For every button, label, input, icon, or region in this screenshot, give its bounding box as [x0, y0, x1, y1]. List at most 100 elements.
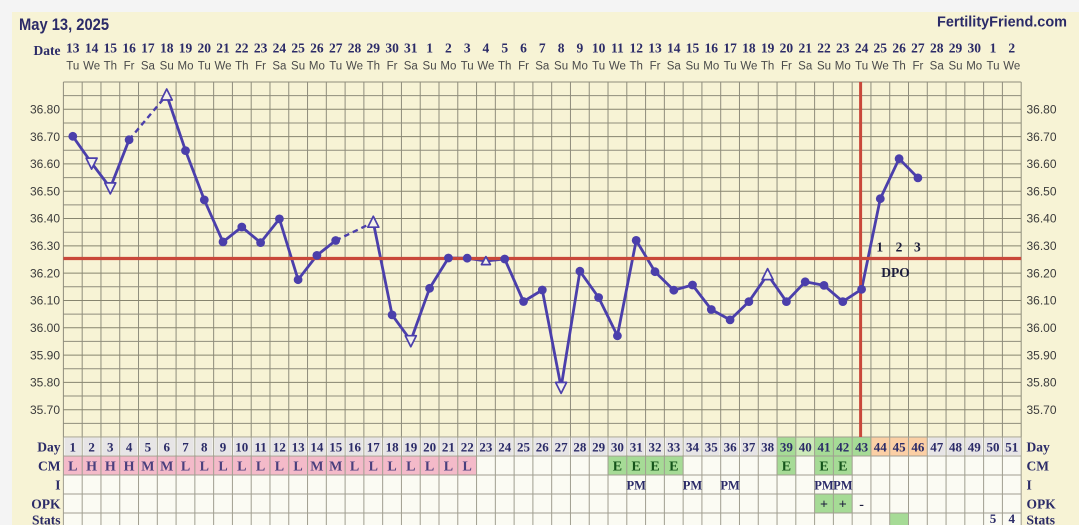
svg-text:Sa: Sa [798, 61, 813, 73]
svg-text:L: L [387, 460, 396, 475]
svg-text:Th: Th [629, 61, 642, 73]
svg-text:H: H [124, 460, 135, 475]
svg-text:We: We [214, 61, 231, 73]
svg-text:21: 21 [216, 41, 230, 56]
svg-text:18: 18 [160, 41, 174, 56]
svg-text:19: 19 [404, 440, 418, 455]
svg-text:L: L [293, 460, 302, 475]
svg-text:Sa: Sa [535, 61, 550, 73]
svg-text:PM: PM [720, 479, 740, 493]
svg-text:2: 2 [445, 41, 452, 56]
svg-text:Sa: Sa [141, 61, 156, 73]
svg-text:CM: CM [38, 459, 61, 474]
svg-text:E: E [838, 460, 847, 475]
svg-text:Su: Su [291, 61, 305, 73]
svg-text:31: 31 [404, 41, 418, 56]
svg-text:13: 13 [66, 41, 80, 56]
svg-text:Mo: Mo [835, 61, 851, 73]
svg-text:30: 30 [967, 41, 981, 56]
svg-text:16: 16 [122, 41, 136, 56]
svg-text:Stats: Stats [1027, 513, 1056, 526]
svg-text:36.80: 36.80 [1027, 103, 1057, 117]
svg-text:24: 24 [498, 440, 512, 455]
svg-text:Sa: Sa [404, 61, 419, 73]
svg-text:4: 4 [1009, 511, 1016, 525]
svg-text:36.80: 36.80 [30, 103, 60, 117]
svg-text:-: - [859, 498, 864, 513]
svg-text:40: 40 [799, 440, 812, 455]
svg-text:34: 34 [686, 440, 700, 455]
svg-text:Su: Su [948, 61, 962, 73]
svg-text:3: 3 [464, 41, 471, 56]
svg-text:36.60: 36.60 [1027, 157, 1057, 171]
svg-text:25: 25 [291, 41, 305, 56]
svg-text:11: 11 [254, 440, 266, 455]
svg-text:15: 15 [329, 440, 343, 455]
svg-text:We: We [740, 61, 757, 73]
svg-text:5: 5 [501, 41, 508, 56]
svg-text:L: L [256, 460, 265, 475]
svg-text:17: 17 [367, 440, 381, 455]
svg-text:Date: Date [34, 43, 61, 58]
svg-text:Mo: Mo [572, 61, 588, 73]
svg-text:2: 2 [1008, 41, 1015, 56]
svg-text:7: 7 [539, 41, 546, 56]
svg-text:Fr: Fr [255, 61, 266, 73]
svg-text:16: 16 [348, 440, 362, 455]
svg-text:5: 5 [990, 511, 997, 525]
svg-text:36.00: 36.00 [30, 321, 60, 335]
svg-text:17: 17 [141, 41, 155, 56]
svg-text:Mo: Mo [309, 61, 325, 73]
svg-text:45: 45 [893, 440, 907, 455]
svg-text:We: We [346, 61, 363, 73]
svg-text:14: 14 [310, 440, 324, 455]
svg-text:36.70: 36.70 [1027, 130, 1057, 144]
svg-text:L: L [444, 460, 453, 475]
svg-text:L: L [425, 460, 434, 475]
svg-text:Th: Th [235, 61, 248, 73]
svg-text:PM: PM [683, 479, 703, 493]
svg-text:10: 10 [592, 41, 606, 56]
svg-text:30: 30 [611, 440, 624, 455]
svg-text:I: I [1027, 478, 1032, 493]
svg-text:H: H [86, 460, 97, 475]
svg-text:L: L [369, 460, 378, 475]
svg-text:M: M [160, 460, 173, 475]
svg-text:5: 5 [145, 440, 152, 455]
svg-text:Su: Su [423, 61, 437, 73]
svg-text:6: 6 [520, 41, 527, 56]
svg-text:Day: Day [37, 440, 60, 455]
svg-text:11: 11 [611, 41, 624, 56]
svg-text:Th: Th [104, 61, 117, 73]
svg-text:E: E [613, 460, 622, 475]
svg-text:21: 21 [442, 440, 455, 455]
svg-text:33: 33 [667, 440, 681, 455]
svg-text:49: 49 [968, 440, 982, 455]
svg-text:35.80: 35.80 [1027, 376, 1057, 390]
svg-text:L: L [218, 460, 227, 475]
svg-text:29: 29 [592, 440, 606, 455]
svg-text:Fr: Fr [650, 61, 661, 73]
svg-text:H: H [105, 460, 116, 475]
svg-text:9: 9 [577, 41, 584, 56]
svg-text:28: 28 [348, 41, 362, 56]
svg-text:Tu: Tu [66, 61, 79, 73]
svg-text:Mo: Mo [703, 61, 719, 73]
svg-text:8: 8 [201, 440, 208, 455]
svg-text:41: 41 [818, 440, 831, 455]
svg-text:20: 20 [198, 41, 212, 56]
svg-text:36.70: 36.70 [30, 130, 60, 144]
svg-text:DPO: DPO [881, 265, 910, 280]
svg-text:L: L [181, 460, 190, 475]
svg-text:L: L [200, 460, 209, 475]
svg-text:18: 18 [742, 41, 756, 56]
svg-text:13: 13 [292, 440, 306, 455]
svg-text:Su: Su [685, 61, 699, 73]
svg-text:+: + [820, 498, 828, 513]
svg-text:43: 43 [855, 440, 869, 455]
svg-text:PM: PM [833, 479, 853, 493]
svg-text:2: 2 [896, 240, 903, 255]
svg-text:E: E [669, 460, 678, 475]
svg-text:Su: Su [160, 61, 174, 73]
svg-text:Mo: Mo [178, 61, 194, 73]
